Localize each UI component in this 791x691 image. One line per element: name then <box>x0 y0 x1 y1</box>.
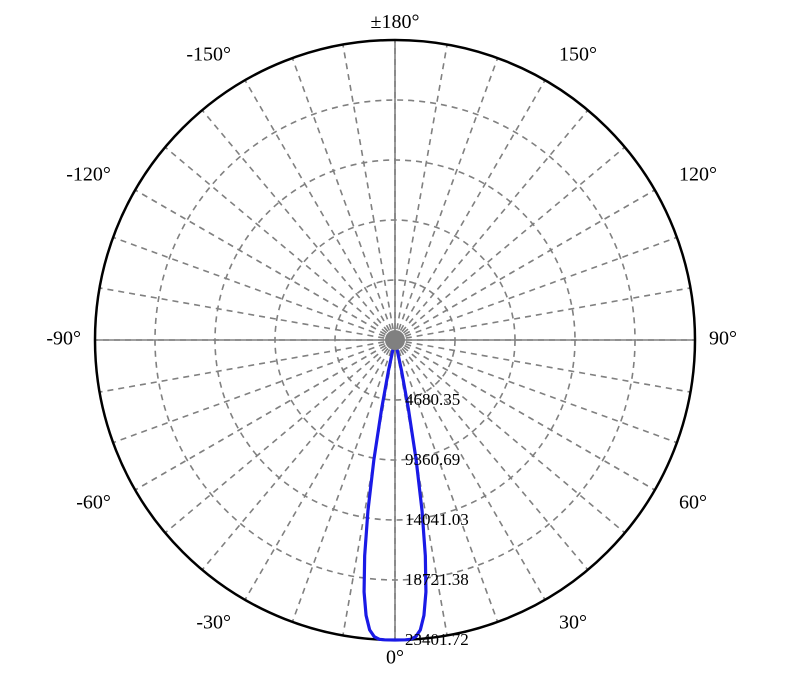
angle-label: -150° <box>186 44 231 66</box>
angle-label: ±180° <box>371 11 420 33</box>
angle-label: -60° <box>76 492 111 514</box>
angle-label: -30° <box>196 612 231 634</box>
polar-chart: 0° 30° 60° 90° 120° 150° ±180° -150° -120° -90° -6… <box>0 0 791 691</box>
angle-label: 60° <box>679 492 707 514</box>
angle-label: 30° <box>559 612 587 634</box>
angle-label: -120° <box>66 164 111 186</box>
radial-label: 18721.38 <box>405 570 469 589</box>
radial-label: 23401.72 <box>405 630 469 649</box>
angle-label: 120° <box>679 164 717 186</box>
radial-label: 4680.35 <box>405 390 460 409</box>
angle-label: 90° <box>709 328 737 350</box>
angle-label: 150° <box>559 44 597 66</box>
angle-label: -90° <box>46 328 81 350</box>
center-hub <box>385 330 405 350</box>
radial-label: 9360.69 <box>405 450 460 469</box>
radial-label: 14041.03 <box>405 510 469 529</box>
angle-label: 0° <box>386 647 404 669</box>
